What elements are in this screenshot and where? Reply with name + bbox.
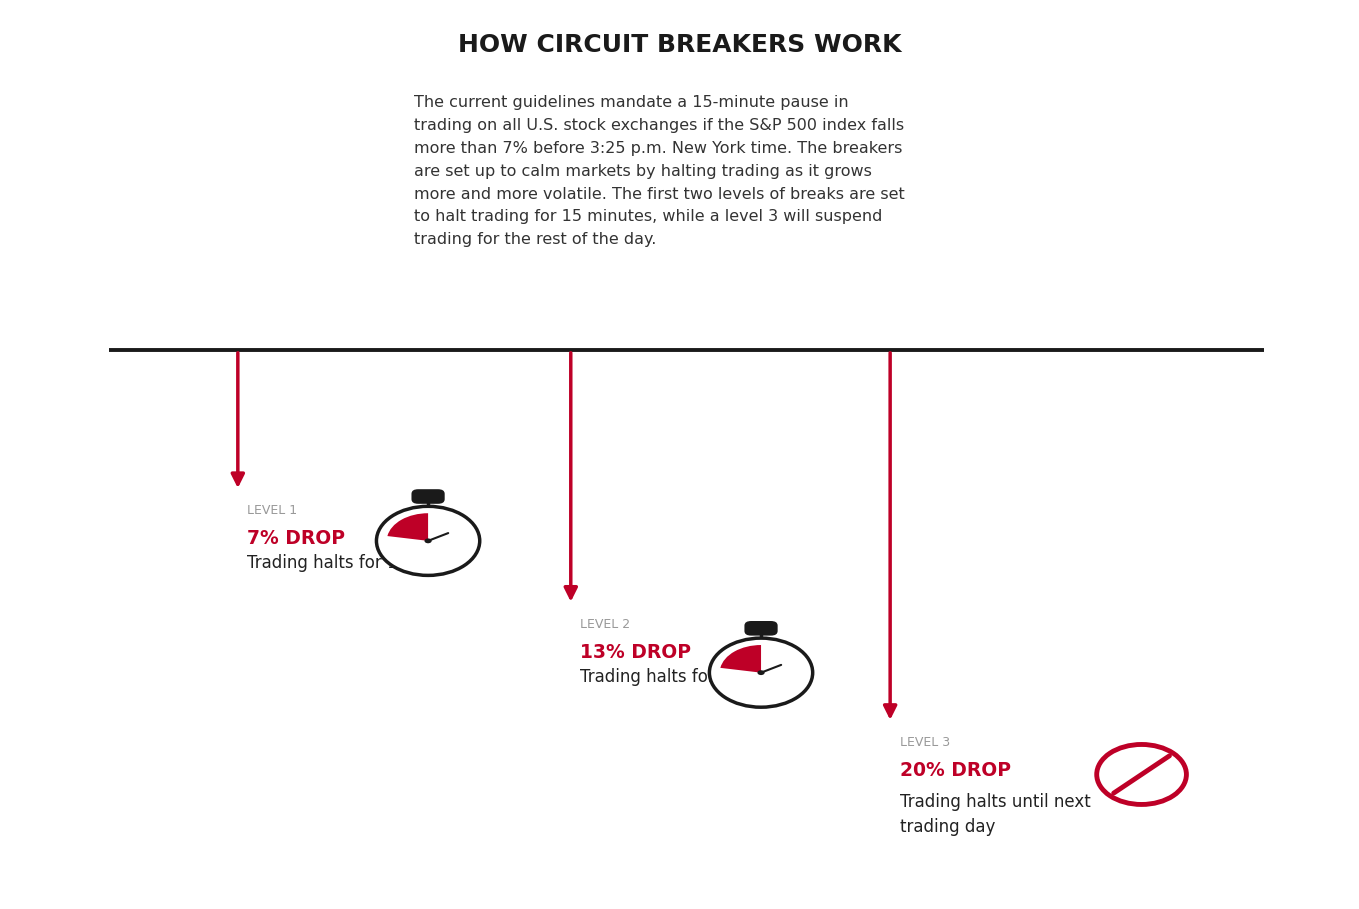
Circle shape xyxy=(424,538,432,544)
FancyBboxPatch shape xyxy=(412,489,444,504)
Circle shape xyxy=(1097,744,1186,804)
Text: HOW CIRCUIT BREAKERS WORK: HOW CIRCUIT BREAKERS WORK xyxy=(458,34,901,57)
Text: Trading halts for 15 mins: Trading halts for 15 mins xyxy=(247,554,454,573)
Text: Trading halts for 15 mins: Trading halts for 15 mins xyxy=(580,668,787,686)
Wedge shape xyxy=(720,645,761,673)
Circle shape xyxy=(757,670,765,675)
FancyBboxPatch shape xyxy=(745,621,777,635)
Text: 7% DROP: 7% DROP xyxy=(247,529,345,548)
Text: 20% DROP: 20% DROP xyxy=(900,761,1011,780)
Text: LEVEL 3: LEVEL 3 xyxy=(900,736,950,749)
Text: Trading halts until next
trading day: Trading halts until next trading day xyxy=(900,793,1090,835)
Text: LEVEL 1: LEVEL 1 xyxy=(247,504,298,517)
Circle shape xyxy=(376,506,480,575)
Text: 13% DROP: 13% DROP xyxy=(580,643,692,662)
Text: LEVEL 2: LEVEL 2 xyxy=(580,618,631,631)
Circle shape xyxy=(709,638,813,707)
Text: The current guidelines mandate a 15-minute pause in
trading on all U.S. stock ex: The current guidelines mandate a 15-minu… xyxy=(414,95,905,247)
Wedge shape xyxy=(387,514,428,541)
